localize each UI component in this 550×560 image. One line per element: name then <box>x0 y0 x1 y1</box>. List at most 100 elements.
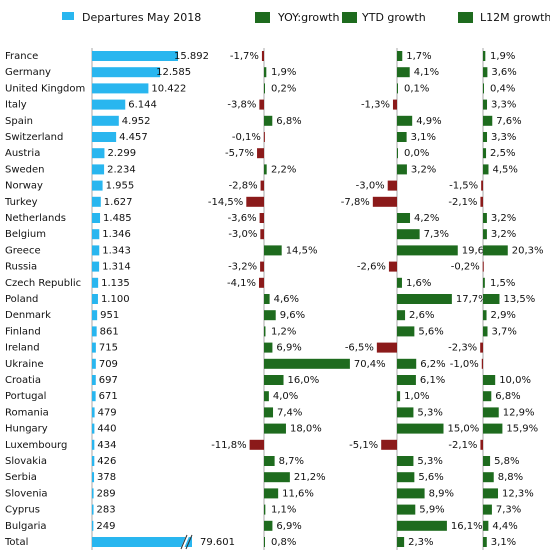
value-label: 1,2% <box>271 326 296 337</box>
category-label: Ukraine <box>5 359 44 370</box>
value-label: -5,1% <box>349 440 378 451</box>
bar <box>92 294 98 304</box>
value-label: -2,1% <box>448 440 477 451</box>
bar <box>92 115 119 126</box>
value-label: 8,7% <box>279 456 304 467</box>
bar <box>397 310 406 321</box>
bar <box>264 537 265 547</box>
bar <box>483 213 487 223</box>
value-label: -1,3% <box>361 100 390 111</box>
value-label: 15,9% <box>506 424 538 435</box>
bar <box>92 261 100 272</box>
value-label: 3,1% <box>491 537 516 548</box>
value-label: 289 <box>97 488 116 499</box>
value-label: 10.422 <box>151 83 186 94</box>
value-label: 1.485 <box>103 213 132 224</box>
value-label: -1,5% <box>449 181 478 192</box>
bar <box>483 423 503 434</box>
category-label: Sweden <box>5 164 45 175</box>
bar <box>264 375 284 385</box>
bar <box>260 261 264 272</box>
bar <box>483 488 499 499</box>
value-label: 6,9% <box>276 521 301 532</box>
bar <box>92 245 100 256</box>
bar <box>483 520 489 531</box>
value-label: -7,8% <box>341 197 370 208</box>
value-label: 378 <box>97 472 116 483</box>
value-label: -0,1% <box>232 132 261 143</box>
bar <box>92 342 96 353</box>
value-label: 7,6% <box>496 116 521 127</box>
bar <box>397 51 403 61</box>
bar <box>397 326 415 337</box>
value-label: -3,8% <box>227 100 256 111</box>
bar <box>92 83 149 94</box>
value-label: 1,9% <box>271 67 296 78</box>
value-label: 0,2% <box>271 83 296 94</box>
bar <box>480 439 483 450</box>
legend-swatch <box>458 12 473 23</box>
bar <box>397 294 452 304</box>
value-label: 2,6% <box>409 310 434 321</box>
bar <box>376 342 397 353</box>
value-label: 1.135 <box>101 278 130 289</box>
value-label: 5,3% <box>417 407 442 418</box>
category-label: Germany <box>5 67 51 78</box>
value-label: 4,5% <box>492 164 517 175</box>
value-label: 16,1% <box>451 521 483 532</box>
bar <box>92 537 192 547</box>
value-label: 426 <box>97 456 116 467</box>
bar <box>397 423 444 434</box>
value-label: -3,0% <box>228 229 257 240</box>
value-label: 1,0% <box>404 391 429 402</box>
bar <box>397 488 425 499</box>
value-label: 2,5% <box>490 148 515 159</box>
bar <box>397 520 447 531</box>
bar <box>92 132 117 142</box>
value-label: 5,3% <box>417 456 442 467</box>
category-label: Portugal <box>5 391 46 402</box>
bar <box>372 196 397 207</box>
value-label: 5,8% <box>494 456 519 467</box>
bar <box>481 180 483 191</box>
value-label: 2,9% <box>491 310 516 321</box>
bar <box>264 294 270 304</box>
value-label: 0,8% <box>271 537 296 548</box>
value-label: 1,5% <box>490 278 515 289</box>
value-label: 5,9% <box>419 505 444 516</box>
bar <box>264 310 276 321</box>
bar <box>264 488 279 499</box>
value-label: -0,2% <box>451 262 480 273</box>
value-label: 3,3% <box>491 132 516 143</box>
bar <box>397 375 416 385</box>
bar <box>92 196 101 207</box>
value-label: -4,1% <box>227 278 256 289</box>
bar <box>246 196 264 207</box>
value-label: 79.601 <box>200 537 235 548</box>
bar <box>397 537 405 547</box>
value-label: 4,4% <box>492 521 517 532</box>
category-label: Ireland <box>5 343 40 354</box>
category-label: Cyprus <box>5 505 40 516</box>
bar <box>397 164 407 175</box>
category-label: Italy <box>5 100 27 111</box>
bar <box>483 391 492 402</box>
bar <box>483 294 500 304</box>
value-label: 1.343 <box>102 245 131 256</box>
bar <box>92 229 100 240</box>
value-label: 5,6% <box>418 472 443 483</box>
bar <box>397 115 413 126</box>
value-label: 3,2% <box>491 229 516 240</box>
bar <box>397 407 414 418</box>
bar <box>92 456 95 466</box>
category-label: Luxembourg <box>5 440 67 451</box>
bar <box>92 51 178 61</box>
bar <box>397 504 416 515</box>
value-label: 6,8% <box>495 391 520 402</box>
legend-label: YOY:growth <box>277 11 339 24</box>
value-label: 249 <box>96 521 115 532</box>
bar <box>92 358 96 369</box>
value-label: 1.314 <box>102 262 131 273</box>
bar <box>92 391 96 402</box>
